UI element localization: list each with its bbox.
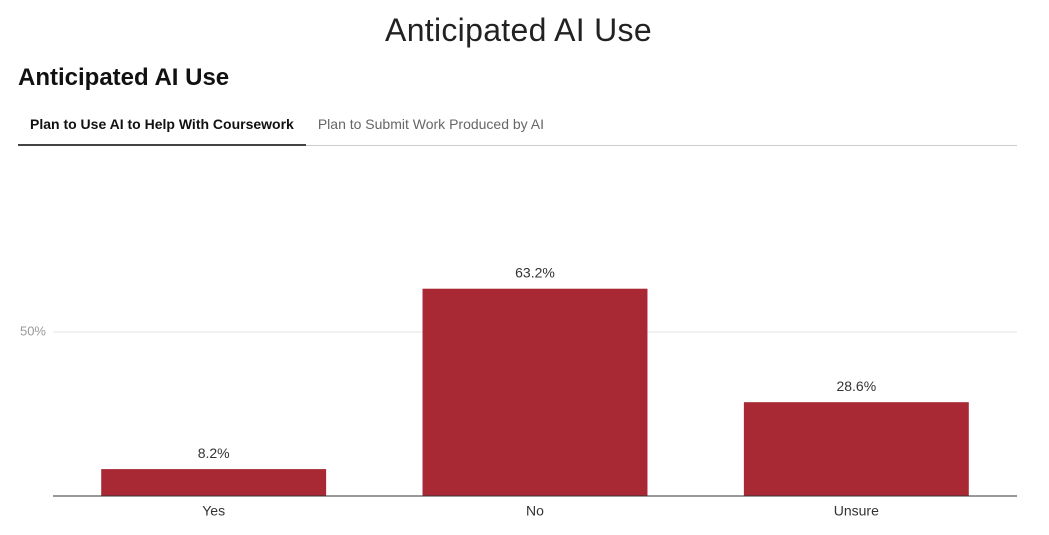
bar (101, 469, 327, 496)
data-label: 28.6% (836, 378, 876, 394)
x-tick-label: No (526, 503, 544, 519)
data-label: 8.2% (198, 445, 230, 461)
x-tick-label: Unsure (834, 503, 879, 519)
tab-bar: Plan to Use AI to Help With Coursework P… (18, 108, 1017, 146)
bar (422, 288, 648, 496)
x-tick-label: Yes (202, 503, 225, 519)
bar (743, 402, 969, 496)
data-label: 63.2% (515, 264, 555, 280)
chart: 50% Yes 8.2% No 63.2% Unsure 28.6% (20, 264, 1017, 519)
tab[interactable]: Plan to Submit Work Produced by AI (317, 116, 545, 132)
heading: Anticipated AI Use (18, 64, 230, 91)
y-tick-label: 50% (20, 323, 46, 338)
page-title: Anticipated AI Use (385, 12, 652, 48)
tab[interactable]: Plan to Use AI to Help With Coursework (18, 108, 306, 146)
